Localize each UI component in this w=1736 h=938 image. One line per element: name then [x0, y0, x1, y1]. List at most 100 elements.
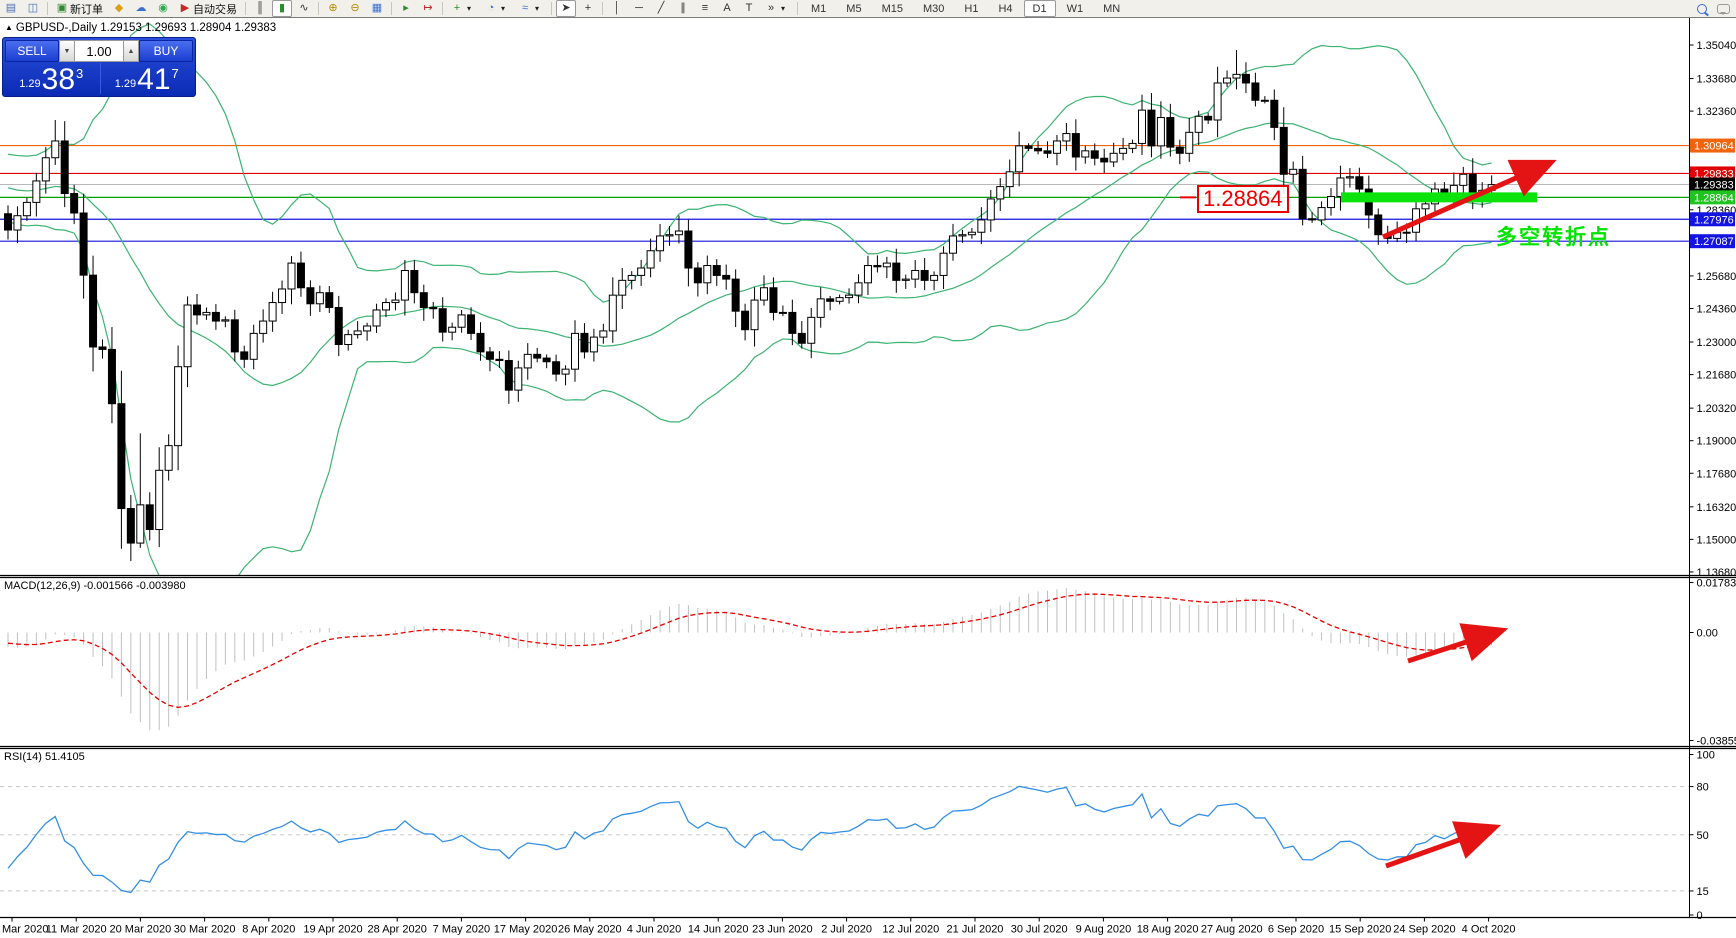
line-chart-icon: ∿ [299, 2, 309, 14]
toolbar-separator [797, 2, 798, 15]
tf-mn[interactable]: MN [1094, 0, 1129, 17]
chevron-down-icon[interactable]: ▾ [500, 4, 505, 13]
price-axis: 1.350401.336801.323601.283601.256801.243… [1689, 40, 1736, 922]
tf-h4[interactable]: H4 [989, 0, 1021, 17]
svg-text:0.017833: 0.017833 [1697, 578, 1736, 590]
tf-m1[interactable]: M1 [802, 0, 835, 17]
new-chart-icon[interactable]: + ▾ [447, 0, 479, 17]
tf-d1[interactable]: D1 [1023, 0, 1056, 17]
toolbar-separator [442, 2, 443, 15]
svg-text:21 Jul 2020: 21 Jul 2020 [947, 924, 1004, 936]
trend-arrows[interactable] [1381, 159, 1557, 869]
chevron-down-icon[interactable]: ▾ [534, 4, 539, 13]
zoom-in-icon: ⊕ [328, 2, 338, 14]
tf-m30[interactable]: M30 [914, 0, 953, 17]
crosshair-icon[interactable]: + [578, 0, 598, 17]
bar-chart-icon[interactable]: ║ [250, 0, 270, 17]
sell-button[interactable]: SELL [5, 40, 59, 62]
svg-text:1.19000: 1.19000 [1697, 436, 1736, 448]
tf-w1-label: W1 [1066, 2, 1084, 15]
periods-icon[interactable]: ◔ ▾ [481, 0, 513, 17]
svg-text:15 Sep 2020: 15 Sep 2020 [1329, 924, 1391, 936]
macd-label: MACD(12,26,9) -0.001566 -0.003980 [4, 580, 186, 592]
line-chart-icon[interactable]: ∿ [294, 0, 314, 17]
crosshair-icon: + [584, 2, 592, 14]
zoom-out-icon[interactable]: ⊖ [345, 0, 365, 17]
candlestick-icon[interactable]: ▮ [272, 0, 292, 17]
label-icon: T [745, 2, 753, 14]
trendline-icon[interactable]: ╱ [651, 0, 671, 17]
label-icon[interactable]: T [739, 0, 759, 17]
collapse-triangle-icon[interactable]: ▲ [5, 23, 13, 32]
horizontal-line-icon[interactable]: ─ [629, 0, 649, 17]
buy-price[interactable]: 1.29 41 7 [99, 63, 194, 95]
channel-icon[interactable]: ∥ [673, 0, 693, 17]
tf-h1[interactable]: H1 [955, 0, 987, 17]
svg-text:1.33680: 1.33680 [1697, 74, 1736, 86]
toolbar-separator [602, 2, 603, 15]
bar-chart-icon: ║ [256, 2, 264, 14]
market-watch-icon[interactable]: ◫ [23, 0, 43, 17]
text-icon: A [723, 2, 731, 14]
cursor-icon[interactable]: ➤ [556, 0, 576, 17]
svg-text:7 May 2020: 7 May 2020 [433, 924, 490, 936]
svg-text:1.35040: 1.35040 [1697, 40, 1736, 52]
volume-increase-button[interactable]: ▲ [123, 40, 139, 62]
price-annotation-box[interactable]: 1.28864 [1197, 185, 1289, 213]
signals-icon[interactable]: ◉ [153, 0, 173, 17]
new-chart-icon: + [453, 2, 461, 14]
tf-d1-label: D1 [1032, 2, 1047, 15]
volume-decrease-button[interactable]: ▼ [59, 40, 75, 62]
chart-window[interactable]: ▲ GBPUSD-,Daily 1.29153 1.29693 1.28904 1… [0, 18, 1736, 938]
metaeditor-icon[interactable]: ◆ [109, 0, 129, 17]
bollinger-bands [7, 23, 1492, 576]
vertical-line-icon[interactable]: │ [607, 0, 627, 17]
volume-input[interactable] [75, 40, 123, 62]
templates-icon: ≈ [521, 2, 529, 14]
tile-windows-icon[interactable]: ▦ [367, 0, 387, 17]
arrows-icon[interactable]: » ▾ [761, 0, 793, 17]
publisher-icon[interactable]: ☁ [131, 0, 151, 17]
autotrading-icon-label: 自动交易 [193, 3, 237, 16]
support-zone-bar[interactable] [1341, 192, 1537, 203]
main-toolbar: ▤ ◫ ▣ 新订单 ◆ ☁ ◉ ▶ 自动交易 ║ ▮ ∿ ⊕ ⊖ ▦ ▸ ↦ + ▾ ◔ ▾ ≈ ▾ ➤ + │ ─ ╱ ∥ ≡ A T» ▾ M… [0, 0, 1736, 18]
tf-w1[interactable]: W1 [1058, 0, 1093, 17]
svg-text:1.16320: 1.16320 [1697, 502, 1736, 514]
horizontal-price-lines[interactable] [0, 144, 1690, 242]
periods-icon: ◔ [487, 2, 495, 14]
charts-icon[interactable]: ▤ [1, 0, 21, 17]
text-icon[interactable]: A [717, 0, 737, 17]
tf-m5[interactable]: M5 [837, 0, 870, 17]
search-icon[interactable] [1697, 3, 1707, 14]
rsi-line [7, 785, 1492, 894]
rsi-label: RSI(14) 51.4105 [4, 751, 85, 763]
svg-text:1.29383: 1.29383 [1694, 180, 1734, 192]
templates-icon[interactable]: ≈ ▾ [515, 0, 547, 17]
sell-price[interactable]: 1.29 38 3 [5, 63, 98, 95]
svg-text:26 May 2020: 26 May 2020 [558, 924, 622, 936]
chart-shift-icon[interactable]: ↦ [418, 0, 438, 17]
one-click-trading-widget: SELL ▼ ▲ BUY 1.29 38 3 1.29 41 7 [2, 37, 196, 97]
fibonacci-icon[interactable]: ≡ [695, 0, 715, 17]
turning-point-label[interactable]: 多空转折点 [1496, 226, 1611, 249]
svg-text:1.21680: 1.21680 [1697, 370, 1736, 382]
chat-icon[interactable] [1717, 3, 1730, 15]
tile-windows-icon: ▦ [371, 2, 383, 14]
svg-text:24 Sep 2020: 24 Sep 2020 [1393, 924, 1455, 936]
chevron-down-icon[interactable]: ▾ [780, 4, 785, 13]
svg-text:30 Mar 2020: 30 Mar 2020 [174, 924, 236, 936]
svg-text:-0.038559: -0.038559 [1697, 736, 1736, 748]
autotrading-icon[interactable]: ▶ 自动交易 [175, 0, 241, 17]
macd-histogram [7, 588, 1493, 731]
chevron-down-icon[interactable]: ▾ [466, 4, 471, 13]
tf-m15[interactable]: M15 [873, 0, 912, 17]
new-order-icon[interactable]: ▣ 新订单 [52, 0, 107, 17]
buy-price-sup: 7 [171, 66, 179, 81]
svg-text:4 Oct 2020: 4 Oct 2020 [1462, 924, 1516, 936]
buy-button[interactable]: BUY [139, 40, 193, 62]
zoom-in-icon[interactable]: ⊕ [323, 0, 343, 17]
chart-canvas[interactable]: 1.350401.336801.323601.283601.256801.243… [0, 18, 1736, 938]
auto-scroll-icon[interactable]: ▸ [396, 0, 416, 17]
autotrading-icon: ▶ [180, 2, 190, 14]
toolbar-group-zoom: ⊕ ⊖ ▦ [322, 0, 388, 17]
